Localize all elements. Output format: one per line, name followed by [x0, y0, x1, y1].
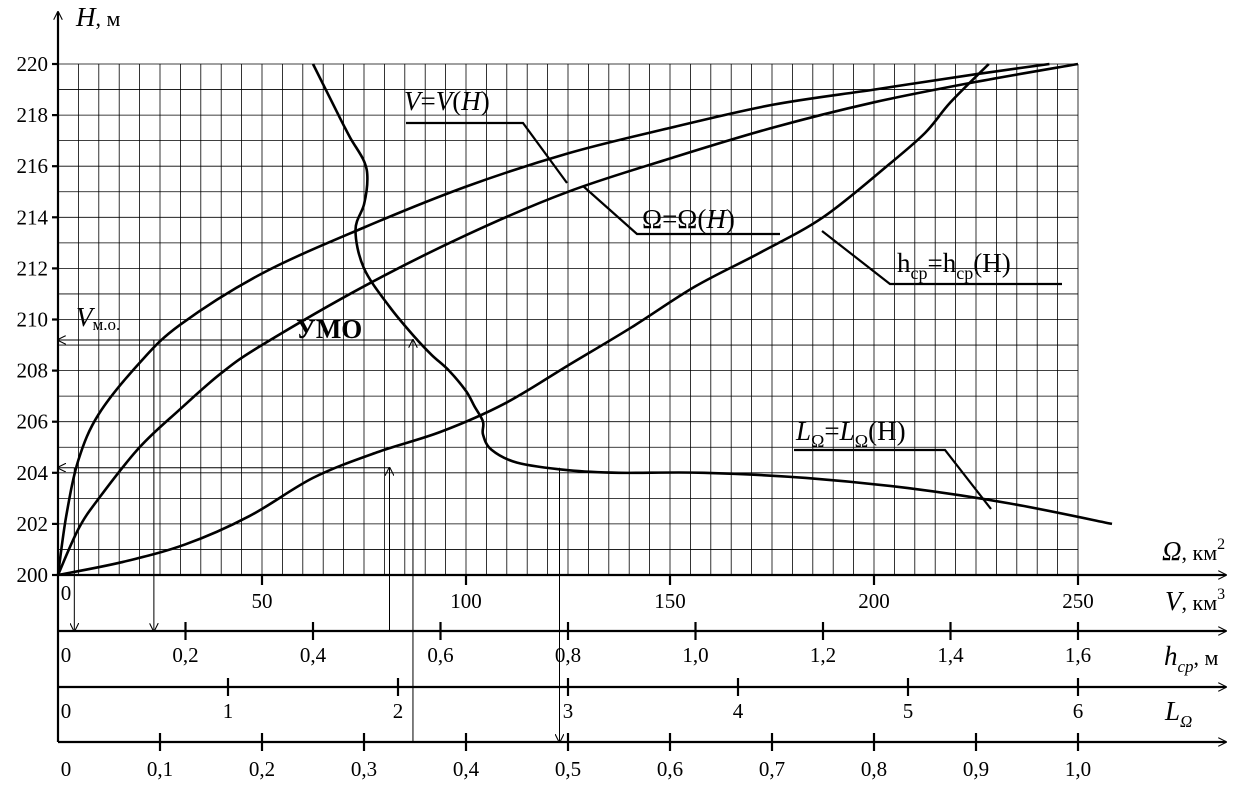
- leader-hcp: [821, 230, 1062, 286]
- y-tick-label: 200: [17, 563, 49, 587]
- curve-label-Omega: Ω=Ω(H): [642, 204, 735, 234]
- umo_fraction-tick-label: 0,6: [657, 757, 683, 781]
- v-tick-label: 150: [654, 589, 686, 613]
- curve-L: [311, 63, 1113, 526]
- umo_fraction-tick-label: 0,8: [861, 757, 887, 781]
- curve-Omega: [56, 62, 1079, 576]
- annotation-umo: УМО: [296, 314, 362, 344]
- curve-label-L: LΩ=LΩ(H): [795, 416, 906, 451]
- hcp-tick-label: 0,4: [300, 643, 327, 667]
- y-tick-label: 210: [17, 308, 49, 332]
- y-tick-label: 212: [17, 256, 49, 280]
- curve-V: [56, 62, 1050, 576]
- omega-axis-title: Ω, км2: [1162, 536, 1225, 566]
- umo_fraction-tick-label: 0,2: [249, 757, 275, 781]
- umo_fraction-tick-label: 0,1: [147, 757, 173, 781]
- leader-Omega: [582, 185, 780, 236]
- hcp-tick-label: 1,2: [810, 643, 836, 667]
- lomega-tick-label: 4: [733, 699, 744, 723]
- y-tick-label: 208: [17, 359, 49, 383]
- v-tick-label: 200: [858, 589, 890, 613]
- omega-tick-label: 0: [61, 581, 72, 605]
- hcp-tick-label: 0,2: [172, 643, 198, 667]
- umo_fraction-tick-label: 0,7: [759, 757, 785, 781]
- lomega-tick-label: 3: [563, 699, 574, 723]
- y-tick-label: 202: [17, 512, 49, 536]
- lomega-axis-title: LΩ: [1164, 696, 1192, 731]
- umo_fraction-tick-label: 0,9: [963, 757, 989, 781]
- hcp-tick-label: 0,6: [427, 643, 453, 667]
- curve-label-V: V=V(H): [404, 86, 490, 116]
- curve-hcp: [57, 63, 990, 577]
- y-tick-label: 204: [17, 461, 49, 485]
- y-axis-title: H, м: [75, 2, 121, 32]
- lomega-tick-label: 1: [223, 699, 234, 723]
- umo_fraction-tick-label: 0,3: [351, 757, 377, 781]
- grid: [57, 63, 1079, 576]
- hcp-tick-label: 1,6: [1065, 643, 1091, 667]
- leader-L: [794, 448, 992, 510]
- y-tick-label: 206: [17, 410, 49, 434]
- hcp-tick-label: 1,4: [937, 643, 964, 667]
- hcp-tick-label: 0,8: [555, 643, 581, 667]
- curve-label-hcp: hcp=hcp(H): [897, 248, 1011, 283]
- umo_fraction-tick-label: 0,4: [453, 757, 480, 781]
- y-tick-label: 216: [17, 154, 49, 178]
- y-tick-label: 220: [17, 52, 49, 76]
- hcp-axis-title: hcp, м: [1164, 641, 1219, 676]
- reading-lines: [58, 340, 560, 742]
- volume-axis-title: V, км3: [1165, 586, 1225, 616]
- umo_fraction-tick-label: 0: [61, 757, 72, 781]
- lomega-tick-label: 6: [1073, 699, 1084, 723]
- y-tick-label: 214: [17, 205, 49, 229]
- lomega-tick-label: 2: [393, 699, 404, 723]
- lomega-tick-label: 0: [61, 699, 72, 723]
- umo_fraction-tick-label: 0,5: [555, 757, 581, 781]
- axes: [58, 12, 1226, 742]
- curve-labels: V=V(H) Ω=Ω(H) hcp=hcp(H) LΩ=LΩ(H) Vм.о. УМО: [76, 86, 1062, 510]
- hcp-tick-label: 1,0: [682, 643, 708, 667]
- hcp-tick-label: 0: [61, 643, 72, 667]
- umo_fraction-tick-label: 1,0: [1065, 757, 1091, 781]
- curves: [56, 62, 1113, 577]
- y-tick-label: 218: [17, 103, 49, 127]
- v-tick-label: 50: [252, 589, 273, 613]
- leader-V: [406, 121, 568, 184]
- annotation-v-mo: Vм.о.: [76, 302, 120, 334]
- v-tick-label: 100: [450, 589, 482, 613]
- lomega-tick-label: 5: [903, 699, 914, 723]
- v-tick-label: 250: [1062, 589, 1094, 613]
